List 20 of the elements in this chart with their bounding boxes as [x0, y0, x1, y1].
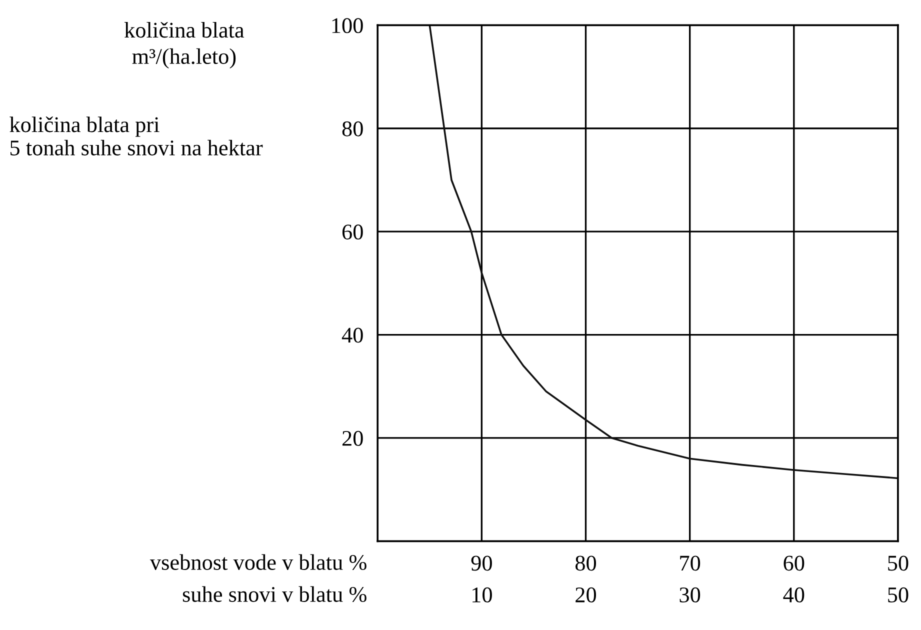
- x-tick-label: 60: [784, 556, 804, 571]
- y-tick-label: 100: [332, 18, 363, 34]
- text: količina blata pri 5 tonah suhe snovi na hektar: [10, 116, 263, 156]
- x2-axis-title: suhe snovi v blatu %: [182, 586, 366, 602]
- y-tick-label: 80: [342, 121, 363, 136]
- y-tick-label: 40: [342, 328, 363, 343]
- y-tick-label: 60: [342, 224, 363, 240]
- line-series: [428, 25, 898, 480]
- x-tick-label: 50: [888, 556, 908, 571]
- x-tick-label: 70: [680, 556, 700, 571]
- x-axis-title: vsebnost vode v blatu %: [150, 554, 366, 570]
- x-tick-label: 80: [575, 556, 596, 571]
- x2-tick-label: 50: [888, 587, 908, 602]
- x2-tick-label: 30: [680, 587, 700, 602]
- x2-tick-label: 10: [472, 587, 492, 602]
- x-tick-label: 90: [471, 556, 492, 571]
- y-tick-label: 20: [342, 430, 363, 446]
- x2-tick-label: 20: [576, 587, 596, 602]
- x2-tick-label: 40: [783, 587, 804, 602]
- y-axis-title: količina blata m³/(ha.leto): [124, 22, 244, 69]
